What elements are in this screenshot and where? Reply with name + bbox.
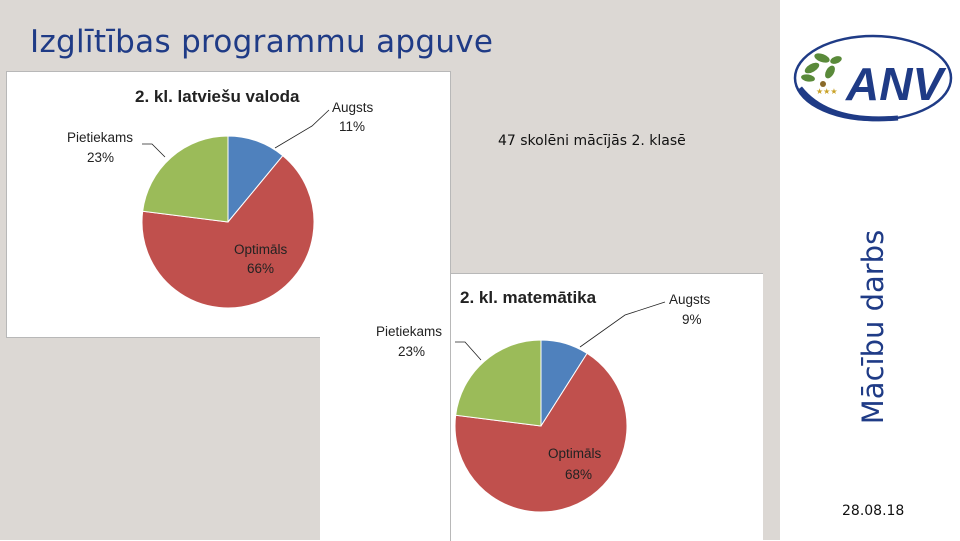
chart-latvian-svg: 2. kl. latviešu valoda Augsts 11% Optimā… (67, 87, 374, 309)
slice-value-label: 68% (565, 467, 592, 482)
slice-label: Augsts (332, 100, 374, 115)
pie-slices (454, 339, 628, 513)
slice-value-label: 66% (247, 261, 274, 276)
pie-slice-pietiekams (455, 339, 542, 427)
leader-line-augsts (579, 301, 666, 348)
page-title: Izglītības programmu apguve (30, 24, 494, 60)
slice-value-label: 23% (398, 344, 425, 359)
slice-label: Pietiekams (376, 324, 442, 339)
slice-label: Augsts (669, 292, 711, 307)
leader-line-augsts (274, 109, 330, 149)
chart-title: 2. kl. latviešu valoda (135, 87, 300, 106)
pie-slices (141, 135, 315, 309)
chart-title: 2. kl. matemātika (460, 288, 597, 307)
pie-slice-pietiekams (142, 135, 229, 223)
section-label: Mācību darbs (856, 229, 890, 425)
anv-logo-icon: ANV ★★★ (793, 34, 953, 122)
slice-label: Optimāls (548, 446, 602, 461)
slice-value-label: 23% (87, 150, 114, 165)
svg-text:★★★: ★★★ (816, 87, 838, 96)
chart-math-background (320, 337, 451, 540)
pie-slice-optim-ls (141, 155, 315, 309)
slice-value-label: 11% (339, 119, 365, 134)
slice-value-label: 9% (682, 312, 702, 327)
leader-line-pietiekams (455, 341, 482, 361)
chart-latvian-language: 2. kl. latviešu valoda Augsts 11% Optimā… (6, 71, 451, 338)
slice-label: Optimāls (234, 242, 288, 257)
logo-text: ANV (845, 58, 946, 110)
leader-line-pietiekams (142, 143, 166, 158)
date-label: 28.08.18 (842, 503, 905, 519)
pie-slice-optim-ls (454, 352, 628, 513)
slice-label: Pietiekams (67, 130, 133, 145)
students-count-note: 47 skolēni mācījās 2. klasē (498, 133, 686, 149)
